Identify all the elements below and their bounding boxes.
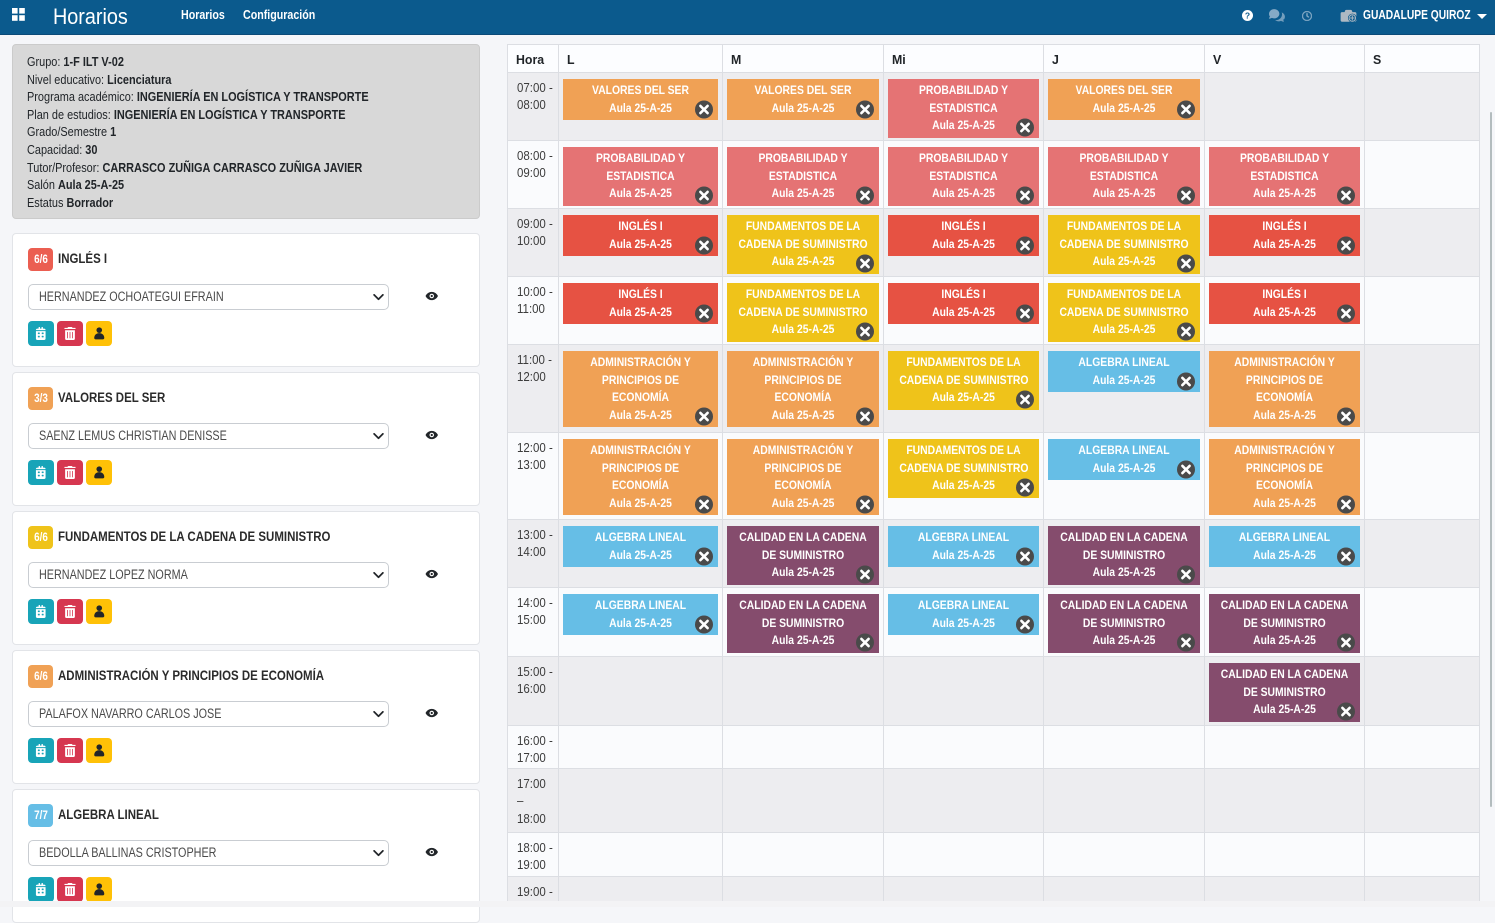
svg-text:?: ? [1245, 10, 1250, 20]
